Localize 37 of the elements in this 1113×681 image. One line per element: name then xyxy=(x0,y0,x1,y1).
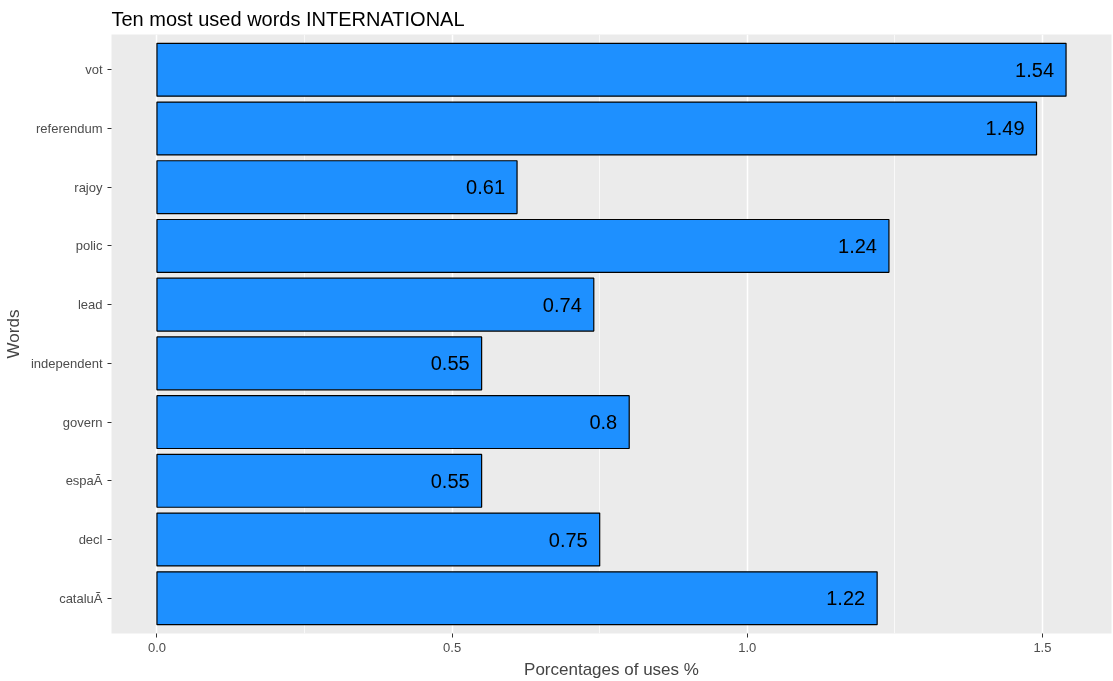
y-tick-label: vot xyxy=(85,62,103,78)
x-tick-label: 1.0 xyxy=(738,639,757,655)
data-label: 1.49 xyxy=(985,117,1025,140)
y-axis-title: Words xyxy=(3,309,23,359)
bar xyxy=(156,218,890,273)
y-tick-label: cataluÃ xyxy=(59,590,103,606)
y-tick-label: govern xyxy=(62,414,103,430)
x-tick-label: 0.5 xyxy=(443,639,462,655)
bar xyxy=(156,512,601,567)
bar xyxy=(156,336,483,391)
bar xyxy=(156,453,483,508)
data-label: 1.22 xyxy=(826,587,866,610)
bar xyxy=(156,101,1038,156)
bar xyxy=(156,395,630,450)
bar xyxy=(156,571,878,626)
y-tick-label: rajoy xyxy=(74,179,103,195)
data-label: 0.55 xyxy=(430,469,470,492)
y-tick-label: polic xyxy=(75,238,103,254)
y-tick-label: decl xyxy=(78,532,103,548)
chart-title: Ten most used words INTERNATIONAL xyxy=(111,7,465,30)
bar xyxy=(156,42,1067,97)
data-label: 0.75 xyxy=(548,528,588,551)
x-tick-label: 1.5 xyxy=(1033,639,1052,655)
y-tick-label: espaÃ xyxy=(65,473,103,489)
y-tick-label: referendum xyxy=(36,120,103,136)
data-label: 1.54 xyxy=(1015,58,1055,81)
x-axis-title: Porcentages of uses % xyxy=(524,659,699,679)
y-tick-label: independent xyxy=(30,355,103,371)
data-label: 0.74 xyxy=(542,293,582,316)
bar xyxy=(156,160,518,215)
y-tick-label: lead xyxy=(77,297,103,313)
data-label: 1.24 xyxy=(838,234,877,257)
x-tick-label: 0.0 xyxy=(147,639,166,655)
data-label: 0.61 xyxy=(466,176,506,199)
data-label: 0.8 xyxy=(589,411,618,434)
bar xyxy=(156,277,595,332)
data-label: 0.55 xyxy=(430,352,470,375)
